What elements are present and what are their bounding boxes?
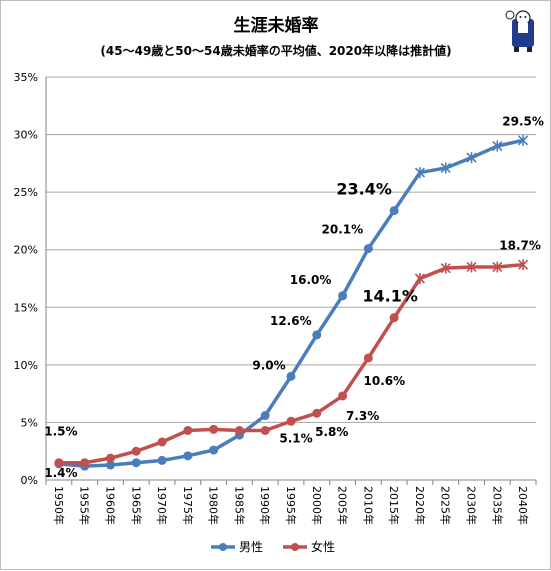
data-point (363, 353, 373, 363)
x-tick-label: 2035年 (490, 486, 504, 525)
data-point-estimate (414, 167, 426, 179)
x-tick-label: 1995年 (284, 486, 298, 525)
data-point (389, 313, 399, 323)
legend-label: 男性 (239, 540, 263, 554)
chart-subtitle: (45〜49歳と50〜54歳未婚率の平均値、2020年以降は推計値) (100, 43, 451, 58)
data-point-estimate (518, 259, 529, 271)
data-point (54, 458, 64, 468)
data-label: 1.4% (44, 466, 77, 480)
data-point (157, 455, 167, 465)
data-label: 29.5% (502, 114, 544, 128)
y-tick-label: 0% (21, 474, 38, 487)
data-point-estimate (492, 140, 503, 152)
data-point (80, 458, 90, 468)
data-label: 12.6% (270, 314, 312, 328)
y-tick-label: 10% (14, 359, 38, 372)
data-label: 10.6% (364, 374, 406, 388)
data-point (234, 425, 244, 435)
data-label: 16.0% (290, 273, 332, 287)
x-tick-label: 2010年 (361, 486, 375, 525)
legend-swatch-marker (219, 543, 227, 551)
x-tick-label: 2020年 (413, 486, 427, 525)
data-label: 1.5% (44, 425, 77, 439)
data-point-estimate (518, 134, 529, 146)
y-tick-label: 25% (14, 186, 38, 199)
x-tick-label: 2030年 (465, 486, 479, 525)
data-point (260, 425, 270, 435)
plot-area: 0% 5% 10% 15% 20% 25% 30% 35% 1950年 1955年 1960年 196… (14, 71, 544, 554)
data-label: 9.0% (252, 358, 285, 372)
data-point (389, 206, 399, 216)
data-point (157, 437, 167, 447)
data-point (105, 453, 115, 463)
data-point (131, 446, 141, 456)
data-point (312, 330, 322, 340)
data-point (312, 408, 322, 418)
data-label: 14.1% (362, 287, 418, 306)
x-tick-label: 1985年 (232, 486, 246, 525)
data-point-estimate (466, 261, 477, 273)
x-tick-label: 2005年 (336, 486, 350, 525)
data-point (183, 451, 193, 461)
data-point (338, 391, 348, 401)
data-point (286, 371, 296, 381)
legend-label: 女性 (311, 539, 335, 554)
x-tick-label: 2040年 (516, 486, 530, 525)
data-label: 18.7% (499, 239, 541, 253)
data-point-estimate (440, 162, 451, 174)
data-label: 5.8% (315, 425, 348, 439)
x-tick-label: 1950年 (52, 486, 66, 525)
data-label: 20.1% (322, 223, 364, 237)
data-point-estimate (440, 262, 451, 274)
data-point (183, 425, 193, 435)
data-point (338, 291, 348, 301)
legend-swatch-marker (291, 543, 299, 551)
data-point (209, 445, 219, 455)
x-tick-label: 2025年 (439, 486, 453, 525)
data-point-estimate (466, 152, 477, 164)
x-tick-label: 1955年 (78, 486, 92, 525)
data-label: 5.1% (279, 431, 312, 445)
data-point (105, 460, 115, 470)
y-tick-label: 35% (14, 71, 38, 84)
x-tick-label: 1990年 (258, 486, 272, 525)
x-tick-label: 1975年 (181, 486, 195, 525)
x-tick-label: 1980年 (207, 486, 221, 525)
data-point (131, 458, 141, 468)
y-tick-label: 20% (14, 244, 38, 257)
data-point (260, 411, 270, 421)
x-tick-label: 1965年 (129, 486, 143, 525)
x-tick-label: 2000年 (310, 486, 324, 525)
data-label: 23.4% (336, 180, 392, 199)
y-tick-label: 15% (14, 301, 38, 314)
x-tick-label: 1970年 (155, 486, 169, 525)
data-point (363, 244, 373, 254)
data-point (286, 416, 296, 426)
y-tick-label: 30% (14, 129, 38, 142)
x-tick-label: 1960年 (103, 486, 117, 525)
data-point-estimate (414, 273, 426, 284)
y-tick-label: 5% (21, 416, 38, 429)
x-tick-label: 2015年 (387, 486, 401, 525)
data-point-estimate (492, 261, 503, 273)
mascot-icon (505, 10, 534, 52)
data-label: 7.3% (346, 409, 379, 423)
chart-title: 生涯未婚率 (234, 15, 319, 36)
data-point (209, 424, 219, 434)
